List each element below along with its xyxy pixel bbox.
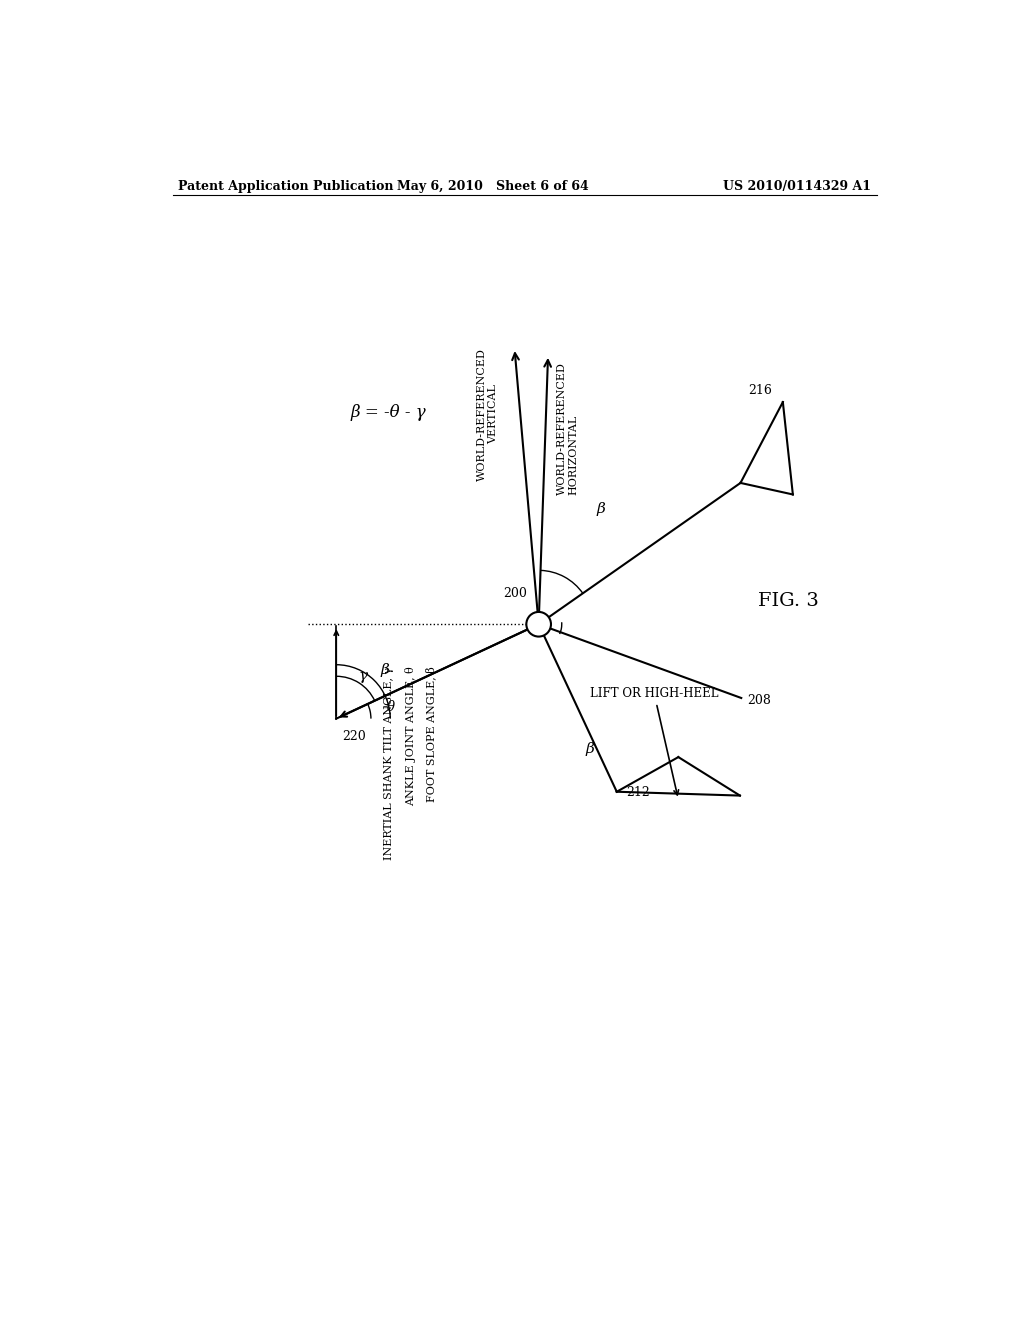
Text: INERTIAL SHANK TILT ANGLE, γ: INERTIAL SHANK TILT ANGLE, γ <box>384 667 393 859</box>
Text: May 6, 2010   Sheet 6 of 64: May 6, 2010 Sheet 6 of 64 <box>396 180 589 193</box>
Text: 212: 212 <box>626 785 650 799</box>
Text: β: β <box>586 742 594 756</box>
Text: 216: 216 <box>748 384 772 397</box>
Text: γ: γ <box>358 669 368 684</box>
Text: FIG. 3: FIG. 3 <box>759 593 819 610</box>
Text: FOOT SLOPE ANGLE, β: FOOT SLOPE ANGLE, β <box>426 667 437 803</box>
Text: WORLD-REFERENCED
HORIZONTAL: WORLD-REFERENCED HORIZONTAL <box>557 363 579 495</box>
Text: -θ: -θ <box>382 700 395 714</box>
Text: ANKLE JOINT ANGLE, θ: ANKLE JOINT ANGLE, θ <box>404 667 416 807</box>
Text: 200: 200 <box>503 586 527 599</box>
Circle shape <box>526 612 551 636</box>
Text: WORLD-REFERENCED
VERTICAL: WORLD-REFERENCED VERTICAL <box>477 348 499 480</box>
Text: Patent Application Publication: Patent Application Publication <box>178 180 394 193</box>
Text: LIFT OR HIGH-HEEL: LIFT OR HIGH-HEEL <box>590 686 719 795</box>
Text: β = -θ - γ: β = -θ - γ <box>350 404 426 421</box>
Text: β: β <box>381 663 390 677</box>
Text: US 2010/0114329 A1: US 2010/0114329 A1 <box>723 180 871 193</box>
Text: β: β <box>597 502 605 516</box>
Text: 208: 208 <box>748 694 771 708</box>
Text: 220: 220 <box>342 730 367 743</box>
